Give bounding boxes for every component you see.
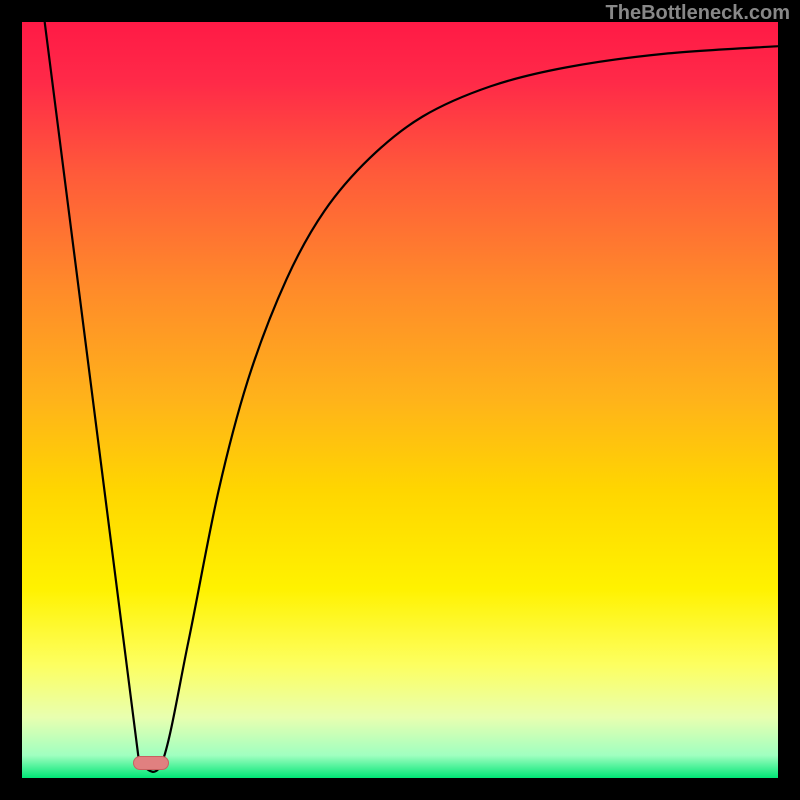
optimal-marker: [133, 756, 169, 770]
watermark-text: TheBottleneck.com: [606, 2, 790, 25]
bottleneck-curve: [45, 22, 778, 772]
chart-container: TheBottleneck.com: [0, 0, 800, 800]
plot-area: [22, 22, 778, 778]
curve-layer: [22, 22, 778, 778]
